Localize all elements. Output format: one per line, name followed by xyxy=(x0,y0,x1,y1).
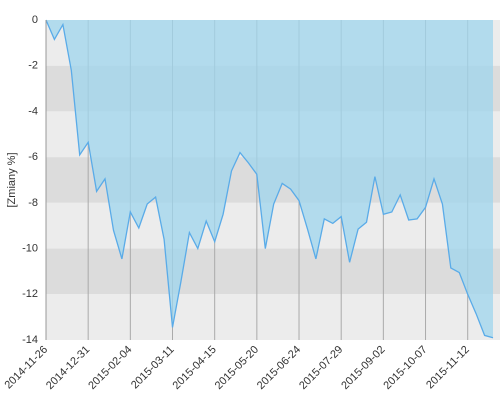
y-tick-label: -8 xyxy=(28,197,38,209)
y-axis-label: [Zmiany %] xyxy=(6,152,18,207)
x-tick-label: 2015-10-07 xyxy=(381,344,429,392)
y-tick-label: -6 xyxy=(28,151,38,163)
x-tick-label: 2015-11-12 xyxy=(424,344,472,392)
x-tick-label: 2015-05-20 xyxy=(213,344,261,392)
area-fill xyxy=(46,20,493,338)
x-tick-label: 2015-02-04 xyxy=(86,344,134,392)
y-tick-label: -14 xyxy=(22,334,38,346)
grid-band xyxy=(46,294,500,340)
y-tick-label: 0 xyxy=(32,14,38,26)
x-tick-label: 2015-03-11 xyxy=(129,344,177,392)
grid-band xyxy=(46,248,500,295)
y-tick-label: -4 xyxy=(28,105,38,117)
x-tick-label: 2015-04-15 xyxy=(171,344,219,392)
x-tick-label: 2014-12-31 xyxy=(44,344,92,392)
x-tick-label: 2014-11-26 xyxy=(2,344,50,392)
x-tick-label: 2015-06-24 xyxy=(255,344,303,392)
line xyxy=(45,19,494,339)
y-tick-label: -2 xyxy=(28,60,38,72)
y-tick-label: -12 xyxy=(22,288,38,300)
y-tick-label: -10 xyxy=(22,242,38,254)
x-tick-label: 2015-09-02 xyxy=(339,344,387,392)
x-tick-label: 2015-07-29 xyxy=(297,344,345,392)
